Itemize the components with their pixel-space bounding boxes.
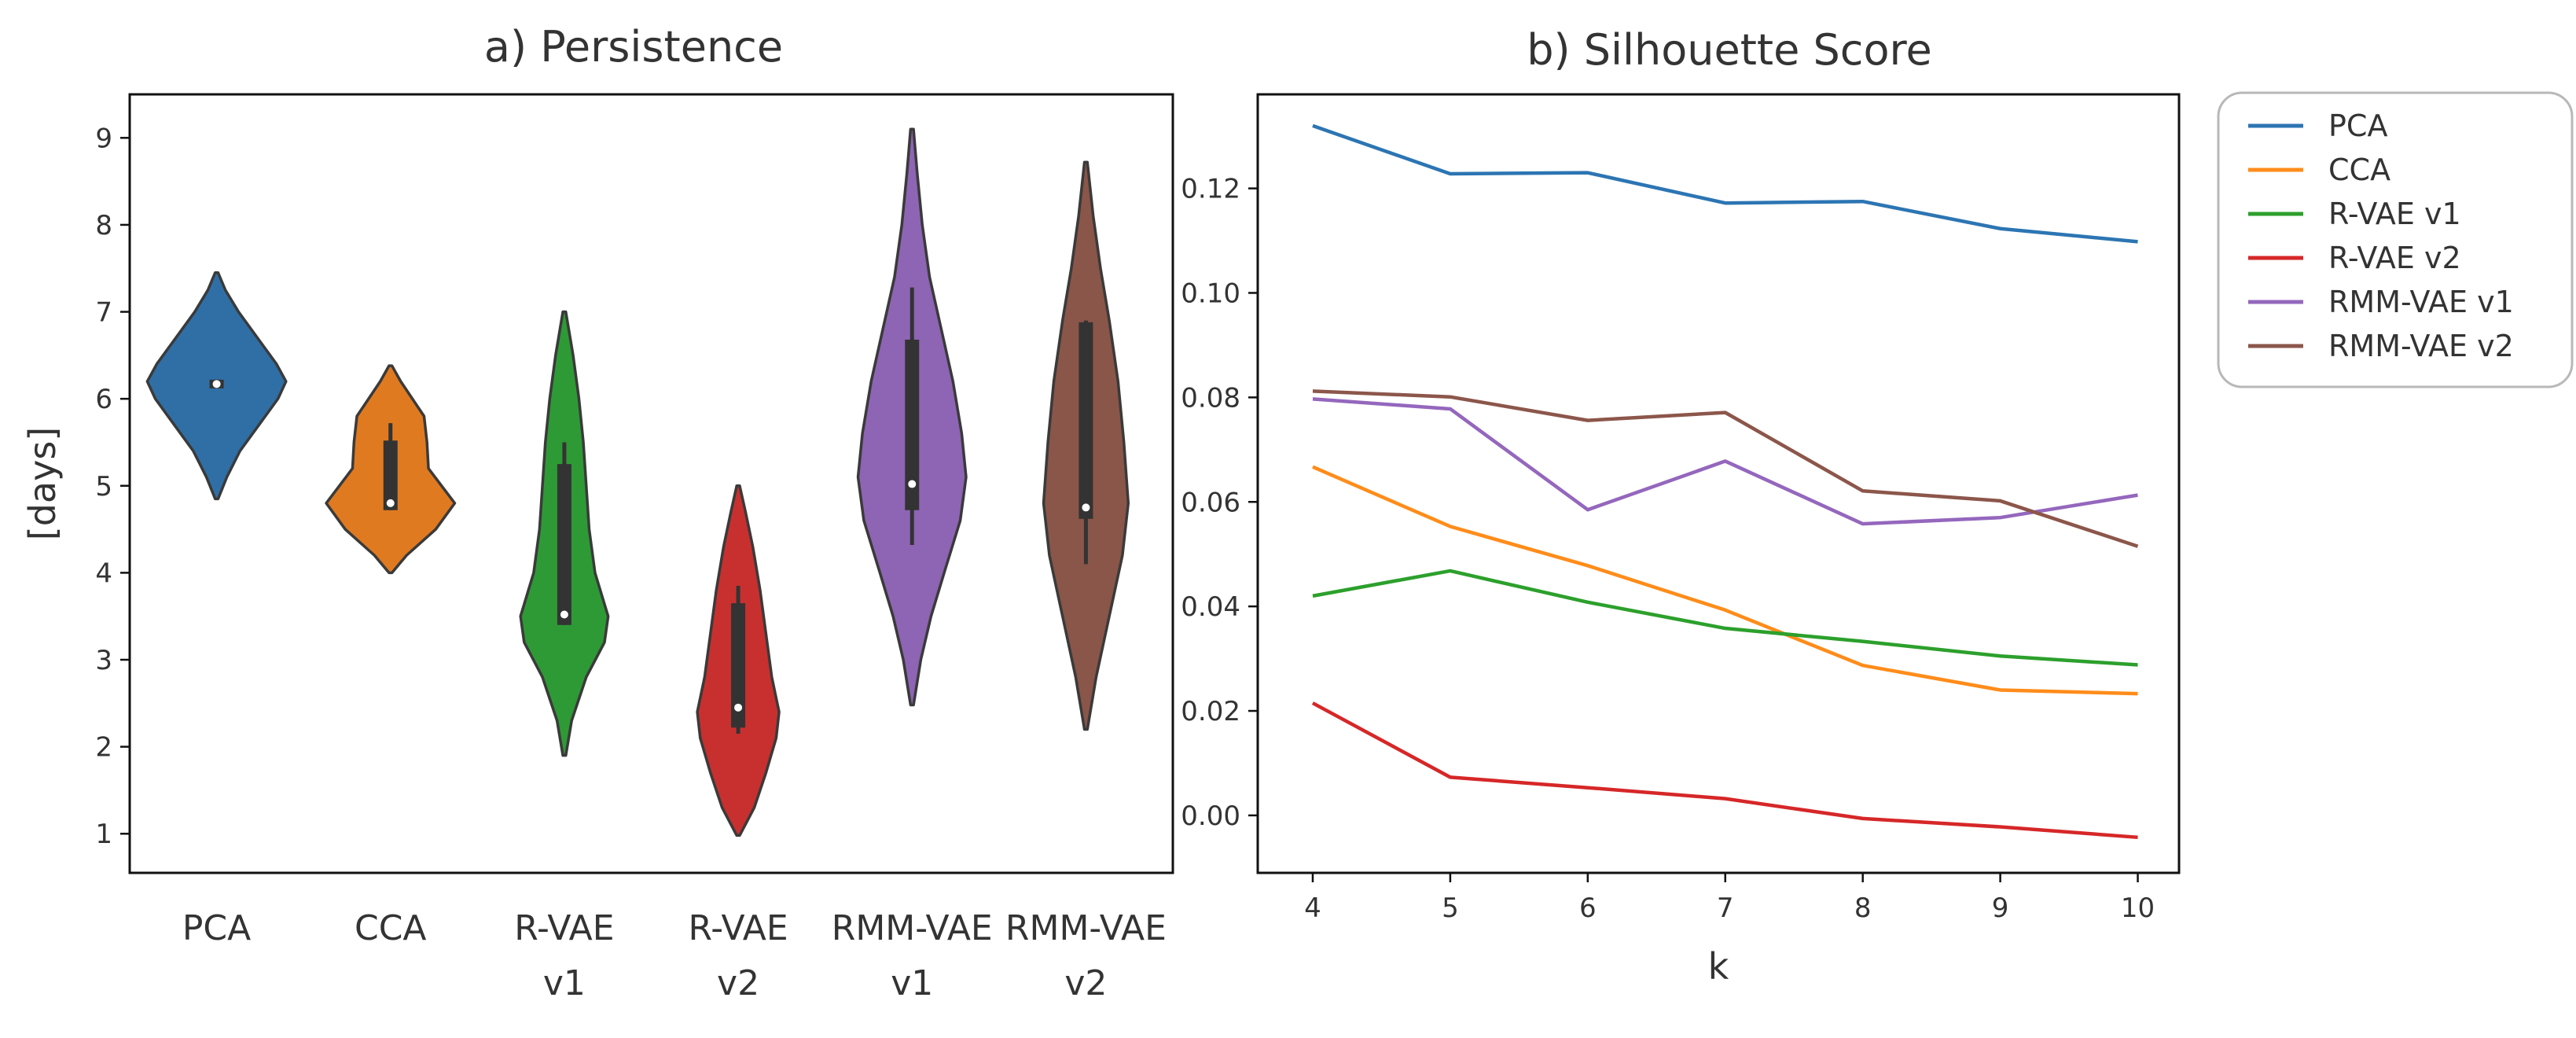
legend: PCA CCA R-VAE v1 R-VAE v2 RMM-VAE v1 RMM-VAE …	[2217, 91, 2574, 388]
x-tick-label-cca: CCA	[355, 908, 427, 948]
series-line-r-vae-v2	[1311, 701, 2138, 840]
x-tick-label-line: v1	[543, 963, 586, 1003]
iqr-box-rmm-vae-v2	[1079, 322, 1093, 519]
y-tick-label: 1	[95, 819, 112, 850]
y-tick-label: 7	[95, 297, 112, 329]
y-tick-label: 4	[95, 558, 112, 589]
x-axis-label: k	[1708, 945, 1729, 988]
y-tick-label: 0.04	[1181, 591, 1240, 623]
y-tick-label: 0.02	[1181, 696, 1240, 727]
x-tick-label-rmm-vae-v1: RMM-VAE v1	[832, 908, 993, 1003]
legend-label-rmm-vae-v1: RMM-VAE v1	[2328, 285, 2514, 319]
x-tick-label: 7	[1717, 893, 1734, 924]
y-tick-label: 3	[95, 645, 112, 676]
y-tick-label: 9	[95, 123, 112, 154]
y-tick-label: 0.00	[1181, 801, 1240, 832]
median-r-vae-v2	[734, 703, 743, 712]
y-tick-label: 5	[95, 471, 112, 502]
x-tick-label-line: RMM-VAE	[832, 908, 993, 948]
median-r-vae-v1	[560, 610, 568, 619]
x-tick-label: 9	[1992, 893, 2009, 924]
y-axis-label: [days]	[21, 427, 64, 540]
median-pca	[212, 380, 221, 388]
series-line-rmm-vae-v1	[1312, 397, 2138, 526]
series-line-r-vae-v1	[1312, 569, 2138, 667]
x-tick-label-line: R-VAE	[514, 908, 614, 948]
x-tick-label: 5	[1442, 893, 1459, 924]
iqr-box-rmm-vae-v1	[905, 339, 920, 510]
x-tick-label-line: PCA	[182, 908, 251, 948]
iqr-box-r-vae-v2	[731, 603, 746, 728]
series-line-cca	[1312, 465, 2138, 696]
x-tick-label-line: CCA	[355, 908, 427, 948]
panel-a-title: a) Persistence	[484, 22, 783, 72]
x-tick-label-line: v2	[1064, 963, 1107, 1003]
legend-label-cca: CCA	[2328, 153, 2390, 187]
x-tick-label: 4	[1304, 893, 1321, 924]
line-chart: 0.00 0.02 0.04 0.06 0.08 0.10 0.12 4 5 6 7 8 9 10 k	[1181, 93, 2181, 988]
y-tick-label: 6	[95, 384, 112, 415]
y-tick-label: 0.08	[1181, 382, 1240, 414]
legend-label-r-vae-v1: R-VAE v1	[2328, 197, 2461, 231]
y-tick-label: 2	[95, 732, 112, 764]
median-rmm-vae-v1	[908, 480, 917, 488]
x-tick-label-rmm-vae-v2: RMM-VAE v2	[1005, 908, 1167, 1003]
median-rmm-vae-v2	[1082, 503, 1090, 512]
y-tick-label: 0.10	[1181, 278, 1240, 309]
x-tick-label-r-vae-v1: R-VAE v1	[514, 908, 614, 1003]
legend-label-r-vae-v2: R-VAE v2	[2328, 241, 2461, 275]
x-tick-label-pca: PCA	[182, 908, 251, 948]
iqr-box-cca	[383, 440, 398, 510]
x-tick-label-line: v1	[891, 963, 933, 1003]
plot-frame	[128, 93, 1174, 874]
x-tick-label: 10	[2121, 893, 2155, 924]
y-tick-label: 8	[95, 210, 112, 241]
x-tick-label: 6	[1579, 893, 1597, 924]
x-tick-label-line: R-VAE	[688, 908, 788, 948]
y-tick-label: 0.12	[1181, 174, 1240, 205]
x-tick-label-r-vae-v2: R-VAE v2	[688, 908, 788, 1003]
legend-box	[2217, 91, 2574, 388]
panel-b-title: b) Silhouette Score	[1527, 25, 1931, 75]
x-tick-label-line: v2	[717, 963, 759, 1003]
series-line-rmm-vae-v2	[1312, 389, 2139, 548]
median-cca	[386, 499, 395, 507]
x-tick-label-line: RMM-VAE	[1005, 908, 1167, 948]
legend-label-rmm-vae-v2: RMM-VAE v2	[2328, 329, 2514, 363]
y-tick-label: 0.06	[1181, 487, 1240, 518]
plot-frame	[1256, 93, 2181, 874]
x-tick-label: 8	[1854, 893, 1872, 924]
iqr-box-r-vae-v1	[557, 464, 571, 625]
series-line-pca	[1312, 123, 2138, 244]
legend-label-pca: PCA	[2328, 109, 2387, 143]
